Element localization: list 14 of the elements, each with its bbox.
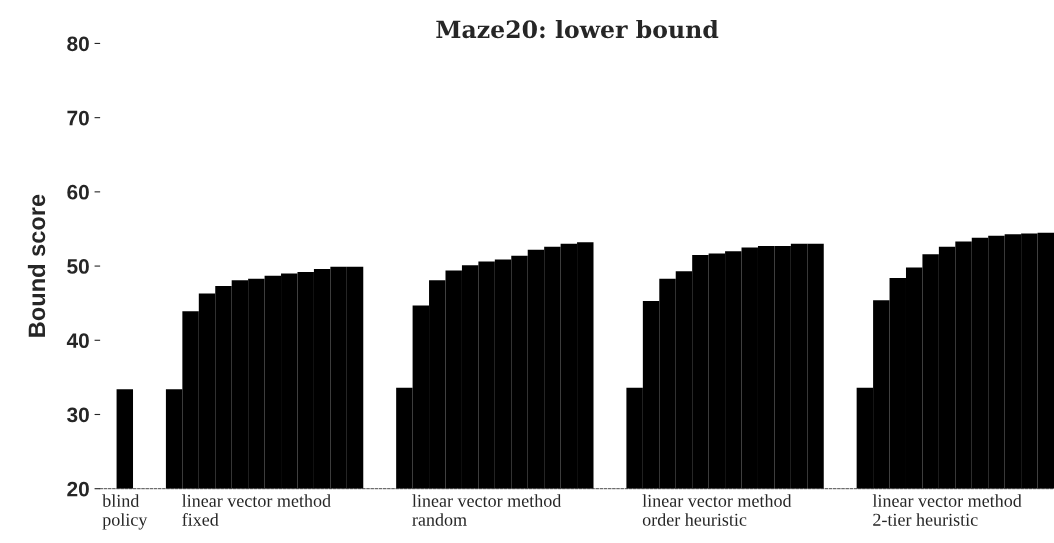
y-tick-label: 30	[67, 407, 89, 423]
y-tick-label: 20	[67, 481, 89, 497]
y-tick-label: 70	[67, 110, 89, 126]
x-tick-label: blind policy	[102, 494, 148, 530]
x-tick-label: linear vector method random	[412, 494, 562, 526]
y-tick-label: 50	[67, 259, 89, 274]
x-tick-label: linear vector method order heuristic	[642, 494, 792, 526]
x-tick-label: linear vector method fixed	[182, 494, 331, 526]
y-tick-label: 40	[66, 333, 89, 349]
chart-title: Maze20: lower bound	[436, 19, 719, 39]
x-tick-label: linear vector method 2-tier heuristic	[872, 494, 1022, 526]
y-tick-label: 80	[67, 36, 89, 52]
y-tick-label: 60	[67, 184, 89, 200]
y-axis-title: Bound score	[27, 194, 46, 337]
